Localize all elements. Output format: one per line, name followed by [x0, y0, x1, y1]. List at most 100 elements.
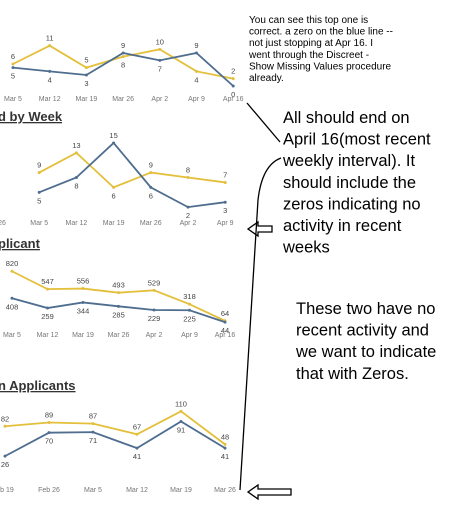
- chart-title: n Applicants: [0, 378, 76, 393]
- annotation-line: that with Zeros.: [296, 365, 409, 383]
- data-label: 110: [175, 399, 187, 408]
- point: [223, 446, 227, 450]
- point: [3, 424, 7, 428]
- point: [46, 306, 49, 310]
- data-label: 820: [6, 259, 19, 268]
- point: [91, 422, 95, 426]
- data-label: 48: [221, 432, 229, 441]
- x-tick-label: Mar 5: [84, 487, 102, 494]
- point: [179, 419, 183, 423]
- point: [112, 185, 116, 189]
- point: [10, 269, 14, 273]
- data-label: 229: [148, 314, 161, 323]
- x-tick-label: 26: [0, 220, 6, 227]
- data-label: 15: [109, 131, 117, 140]
- x-tick-label: Apr 2: [151, 96, 168, 103]
- x-tick-label: Apr 16: [223, 96, 244, 103]
- annotation-line: zeros indicating no: [283, 195, 421, 213]
- annotation-line: weekly interval). It: [282, 152, 415, 170]
- x-tick-label: Mar 26: [112, 96, 134, 103]
- data-label: 556: [77, 277, 90, 286]
- x-tick-label: Mar 19: [76, 96, 98, 103]
- point: [48, 69, 52, 73]
- annotation-line: activity in recent: [283, 217, 402, 235]
- point: [74, 176, 78, 179]
- point: [46, 287, 49, 291]
- x-tick-label: Mar 5: [4, 96, 22, 103]
- data-label: 64: [221, 309, 229, 318]
- data-label: 408: [6, 302, 19, 311]
- point: [3, 454, 7, 458]
- pointer-line: [246, 102, 281, 143]
- data-label: 8: [74, 182, 78, 191]
- point: [188, 302, 191, 306]
- data-label: 0: [231, 90, 235, 99]
- annotation-line: April 16(most recent: [283, 131, 431, 149]
- point: [135, 446, 139, 450]
- x-tick-label: Feb 26: [38, 487, 60, 494]
- point: [117, 291, 120, 295]
- data-label: 6: [11, 52, 15, 61]
- point: [231, 84, 235, 88]
- point: [37, 171, 41, 175]
- annotation-line: we want to indicate: [295, 343, 436, 361]
- annotation-line: recent activity and: [296, 322, 429, 340]
- point: [223, 442, 227, 446]
- point: [179, 409, 183, 413]
- data-label: 71: [89, 436, 97, 445]
- data-label: 5: [11, 72, 15, 81]
- point: [81, 300, 85, 304]
- data-label: 225: [183, 314, 196, 323]
- series-line: [4, 420, 226, 457]
- point: [121, 51, 125, 55]
- x-tick-label: Mar 26: [214, 487, 236, 494]
- point: [158, 47, 162, 51]
- annotation-line: All should end on: [283, 109, 410, 127]
- data-label: 4: [194, 75, 198, 84]
- x-tick-label: Apr 2: [146, 332, 163, 339]
- x-tick-label: Apr 9: [181, 332, 198, 339]
- data-label: 5: [37, 196, 41, 205]
- data-label: 26: [1, 460, 9, 469]
- point: [11, 66, 15, 70]
- x-tick-label: Mar 19: [170, 487, 192, 494]
- point: [223, 180, 227, 184]
- point: [47, 421, 51, 425]
- point: [223, 200, 227, 204]
- point: [188, 308, 191, 312]
- data-label: 67: [133, 422, 141, 431]
- annotation-line: These two have no: [296, 300, 435, 318]
- series-line: [38, 151, 226, 189]
- point: [149, 171, 153, 175]
- point: [37, 190, 41, 194]
- data-label: 285: [112, 310, 125, 319]
- point: [74, 151, 78, 155]
- data-label: 2: [186, 211, 190, 220]
- annotation-line: Show Missing Values procedure: [249, 61, 392, 72]
- data-label: 344: [77, 306, 90, 315]
- point: [47, 431, 51, 435]
- point: [152, 308, 156, 312]
- point: [195, 69, 198, 73]
- x-tick-label: eb 19: [0, 487, 14, 494]
- x-tick-label: Mar 19: [103, 220, 125, 227]
- x-tick-label: Mar 26: [108, 332, 130, 339]
- data-label: 70: [45, 437, 53, 446]
- x-tick-label: Mar 5: [30, 220, 48, 227]
- data-label: 493: [112, 281, 125, 290]
- data-label: 89: [45, 411, 53, 420]
- data-label: 318: [183, 292, 196, 301]
- annotation-line: You can see this top one is: [249, 15, 368, 26]
- x-tick-label: Apr 2: [180, 220, 197, 227]
- point: [121, 55, 125, 59]
- chart-title: plicant: [0, 236, 41, 251]
- data-label: 9: [194, 41, 198, 50]
- series-line: [4, 410, 226, 446]
- annotation-line: already.: [249, 73, 284, 84]
- point: [112, 141, 116, 145]
- data-label: 7: [158, 64, 162, 73]
- data-label: 11: [46, 34, 54, 43]
- x-tick-label: Apr 16: [215, 332, 236, 339]
- data-label: 44: [221, 326, 229, 335]
